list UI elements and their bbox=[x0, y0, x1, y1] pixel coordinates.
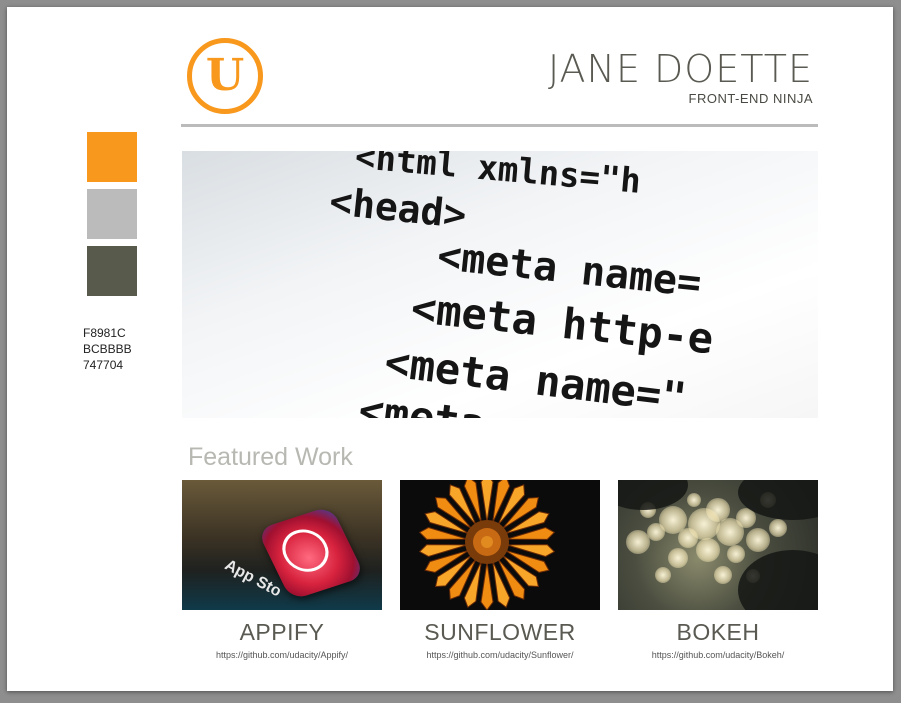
logo-letter: U bbox=[205, 50, 245, 101]
project-link[interactable]: https://github.com/udacity/Bokeh/ bbox=[651, 650, 785, 660]
petal bbox=[497, 484, 525, 526]
bokeh-light bbox=[647, 523, 665, 541]
bokeh-light bbox=[687, 493, 701, 507]
hero-image: <html xmlns="h <head> <meta name= <meta … bbox=[182, 151, 818, 418]
petal bbox=[463, 560, 482, 609]
petal bbox=[504, 549, 550, 573]
app-store-ring bbox=[274, 523, 337, 578]
color-code: 747704 bbox=[83, 358, 124, 372]
petal bbox=[492, 480, 511, 524]
project-thumbnail[interactable] bbox=[618, 480, 818, 610]
petal bbox=[449, 484, 477, 526]
project-title: BOKEH bbox=[676, 619, 760, 645]
petal bbox=[492, 560, 511, 609]
bokeh-light bbox=[746, 528, 770, 552]
petal bbox=[434, 554, 473, 588]
color-swatch-gray bbox=[87, 189, 137, 239]
project-card-bokeh[interactable]: BOKEH https://github.com/udacity/Bokeh/ bbox=[618, 480, 818, 660]
foliage bbox=[618, 480, 688, 510]
page-title: JANE DOETTE bbox=[548, 47, 813, 91]
bokeh-light bbox=[626, 530, 650, 554]
color-code: BCBBBB bbox=[83, 342, 132, 356]
petal bbox=[504, 511, 550, 535]
bokeh-light bbox=[696, 538, 720, 562]
color-swatch-orange bbox=[87, 132, 137, 182]
bokeh-light bbox=[678, 528, 698, 548]
petal bbox=[434, 496, 473, 530]
petal bbox=[449, 558, 477, 600]
header-divider bbox=[181, 124, 818, 127]
bokeh-light bbox=[727, 545, 745, 563]
petal bbox=[480, 561, 494, 610]
petal bbox=[418, 544, 468, 558]
petal bbox=[480, 480, 494, 523]
bokeh-light bbox=[668, 548, 688, 568]
petal bbox=[424, 549, 470, 573]
color-code-list: F8981C BCBBBB 747704 bbox=[83, 325, 132, 373]
project-title: APPIFY bbox=[239, 619, 325, 645]
color-code: F8981C bbox=[83, 326, 126, 340]
bokeh-light bbox=[716, 518, 744, 546]
project-card-sunflower[interactable]: SUNFLOWER https://github.com/udacity/Sun… bbox=[400, 480, 600, 660]
hero-code-line: <head> bbox=[327, 179, 469, 238]
project-thumbnail[interactable]: App Sto bbox=[182, 480, 382, 610]
project-card-appify[interactable]: App Sto APPIFY https://github.com/udacit… bbox=[182, 480, 382, 660]
bokeh-light bbox=[655, 567, 671, 583]
foliage bbox=[738, 550, 818, 610]
petal bbox=[501, 554, 540, 588]
portfolio-page: U JANE DOETTE FRONT-END NINJA F8981C BCB… bbox=[7, 7, 893, 691]
project-thumbnail[interactable] bbox=[400, 480, 600, 610]
sunflower-image bbox=[418, 480, 556, 610]
petal bbox=[418, 526, 468, 540]
project-title: SUNFLOWER bbox=[424, 619, 576, 645]
project-link[interactable]: https://github.com/udacity/Sunflower/ bbox=[426, 650, 574, 660]
petal bbox=[506, 526, 556, 540]
petal bbox=[424, 511, 470, 535]
bokeh-light bbox=[769, 519, 787, 537]
color-swatch-olive bbox=[87, 246, 137, 296]
project-link[interactable]: https://github.com/udacity/Appify/ bbox=[215, 650, 349, 660]
page-subtitle: FRONT-END NINJA bbox=[688, 91, 813, 106]
petal bbox=[463, 480, 482, 524]
petal bbox=[506, 544, 556, 558]
featured-heading: Featured Work bbox=[188, 443, 353, 471]
udacity-logo: U bbox=[187, 38, 263, 114]
bokeh-light bbox=[714, 566, 732, 584]
petal bbox=[497, 558, 525, 600]
petal bbox=[501, 496, 540, 530]
